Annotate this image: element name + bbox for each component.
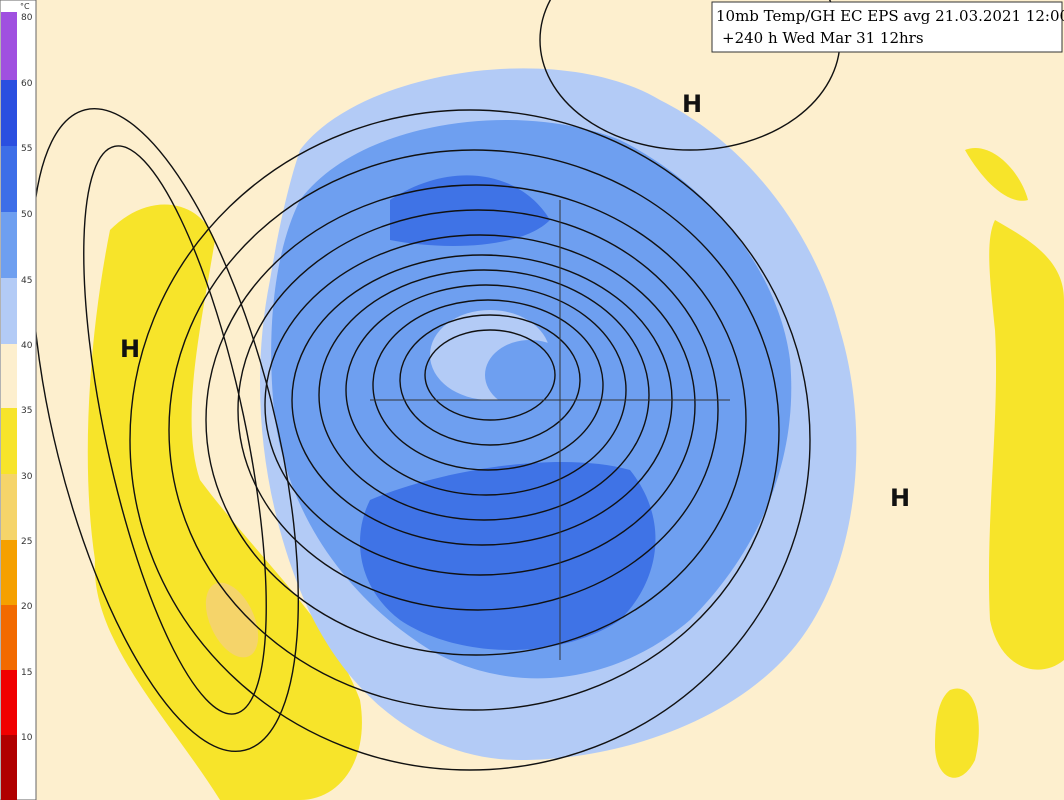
warm-area xyxy=(935,688,979,778)
legend-label: 30 xyxy=(21,472,33,482)
legend-label: 10 xyxy=(21,733,33,743)
legend-label: 20 xyxy=(21,602,33,612)
warm-area xyxy=(988,220,1064,670)
legend-unit: °C xyxy=(20,2,30,11)
warm-area xyxy=(965,148,1028,201)
legend-label: 80 xyxy=(21,13,33,23)
warm-area xyxy=(87,204,362,800)
legend-label: 45 xyxy=(21,276,32,286)
legend: °C 80 60 55 50 45 40 35 30 25 20 15 10 xyxy=(0,0,37,800)
cold-area xyxy=(360,461,656,650)
title: 10mb Temp/GH EC EPS avg 21.03.2021 12:00 xyxy=(716,7,1064,25)
high-label: H xyxy=(120,335,140,363)
legend-label: 60 xyxy=(21,79,33,89)
contours xyxy=(31,0,841,771)
title-box xyxy=(711,1,1063,53)
high-label: H xyxy=(890,484,910,512)
legend-label: 55 xyxy=(21,144,32,154)
high-label: H xyxy=(682,90,702,118)
subtitle: +240 h Wed Mar 31 12hrs xyxy=(722,29,924,47)
legend-label: 25 xyxy=(21,537,32,547)
legend-label: 50 xyxy=(21,210,33,220)
legend-label: 15 xyxy=(21,668,32,678)
cold-area xyxy=(485,340,575,410)
warm-area xyxy=(205,582,259,658)
grid-cross xyxy=(370,200,730,660)
legend-label: 35 xyxy=(21,406,32,416)
legend-label: 40 xyxy=(21,341,33,351)
